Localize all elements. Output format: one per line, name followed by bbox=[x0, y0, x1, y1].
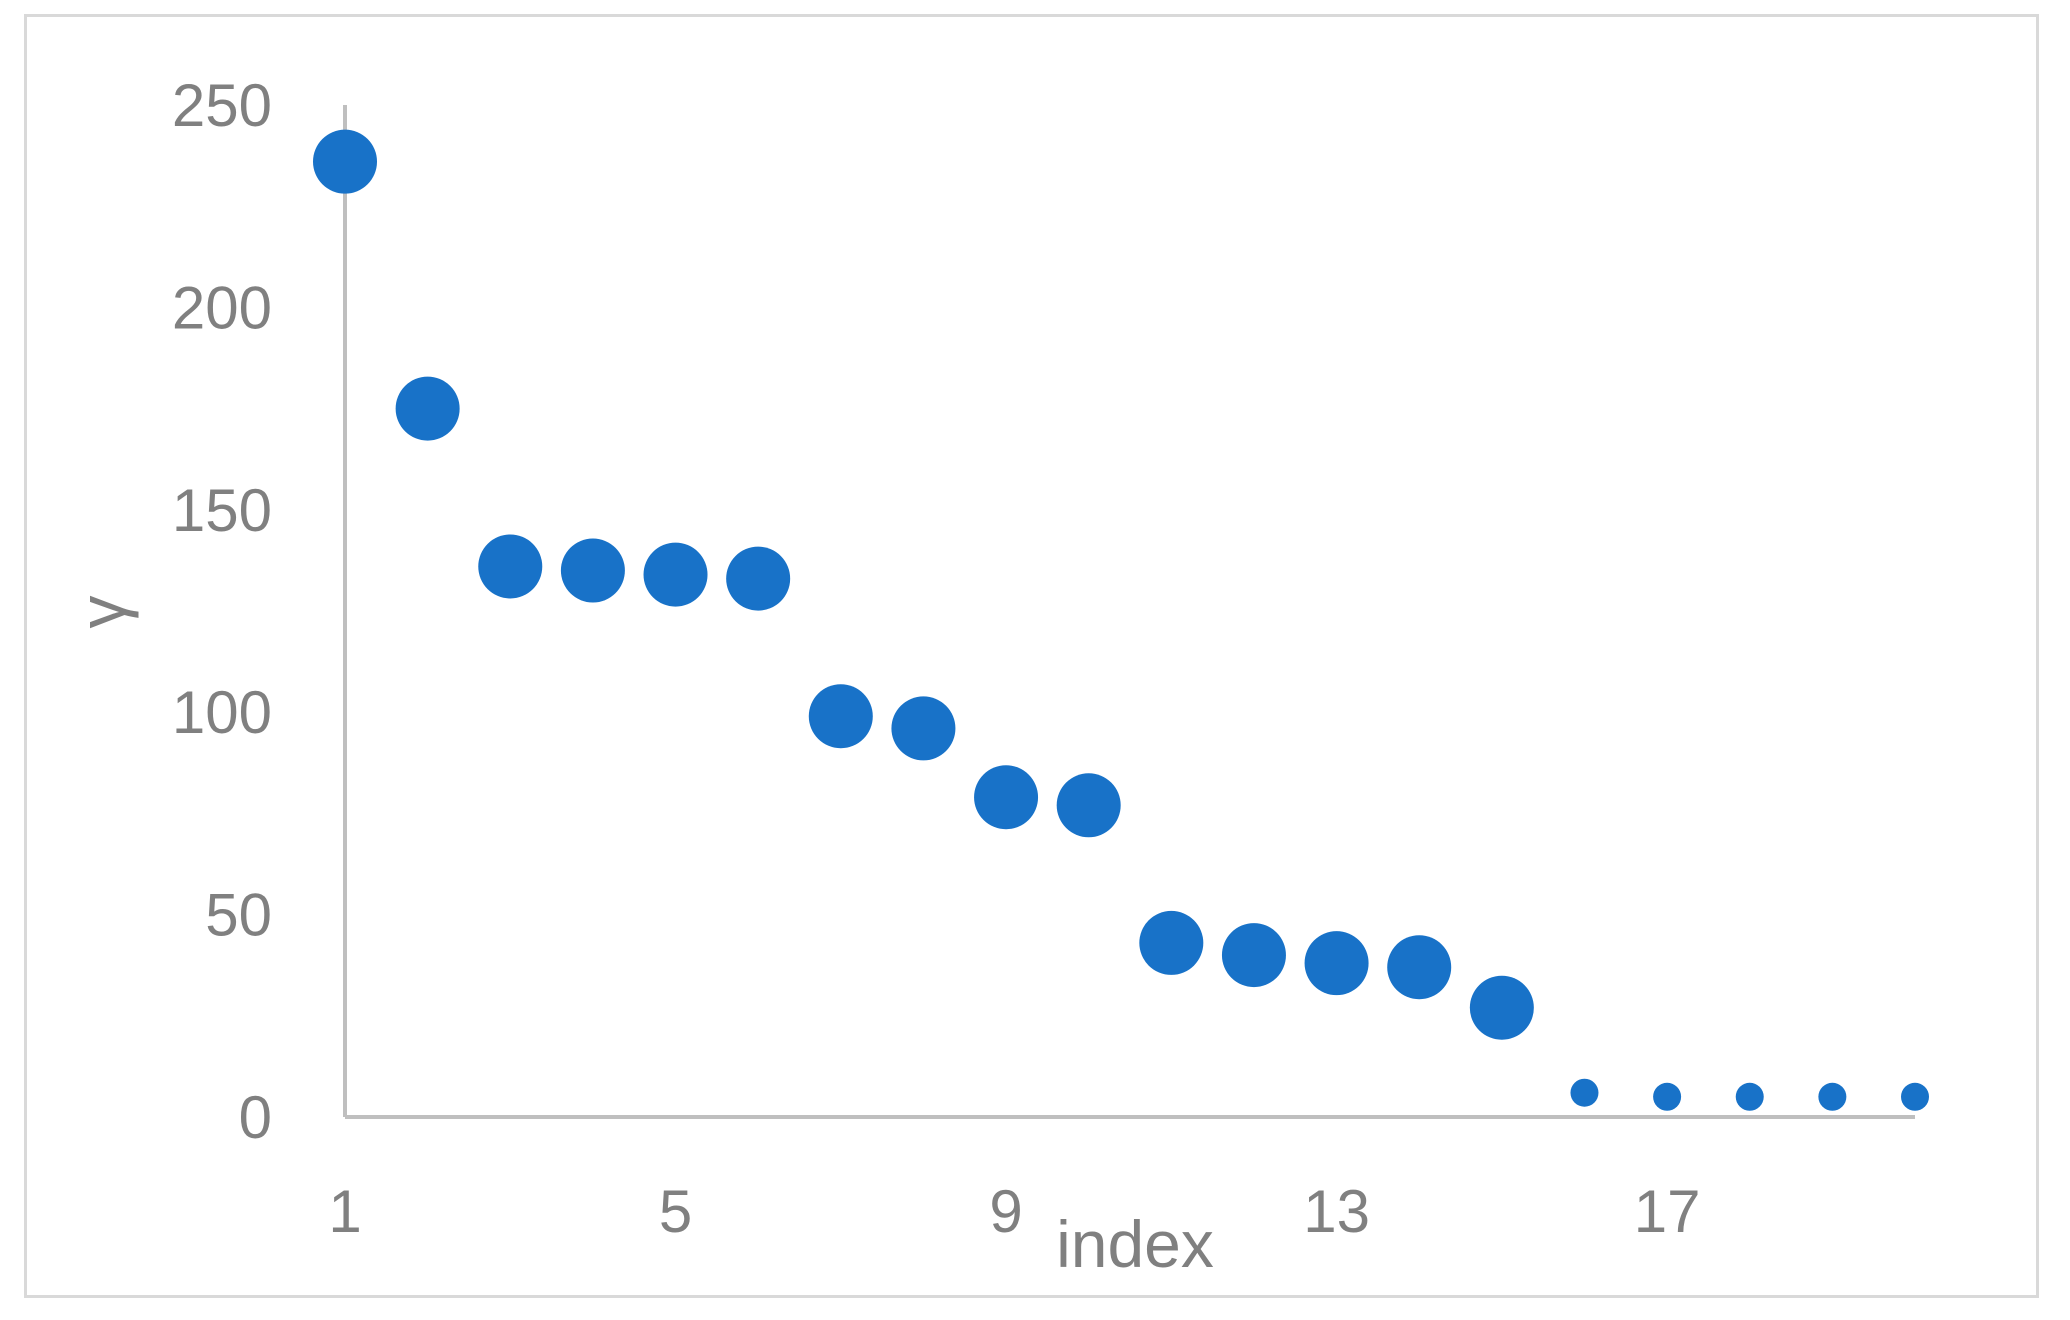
data-point bbox=[1901, 1082, 1929, 1111]
data-point bbox=[313, 129, 377, 194]
x-tick-labels: 1 5 9 13 17 bbox=[328, 1178, 1700, 1245]
data-point bbox=[560, 538, 625, 603]
data-point bbox=[1469, 975, 1534, 1040]
data-point bbox=[1735, 1082, 1764, 1111]
data-point bbox=[1653, 1082, 1682, 1111]
data-point bbox=[478, 534, 543, 599]
y-tick-label: 200 bbox=[172, 274, 272, 341]
x-tick-label: 13 bbox=[1303, 1178, 1370, 1245]
y-tick-label: 250 bbox=[172, 72, 272, 139]
data-point bbox=[1570, 1078, 1599, 1107]
data-point bbox=[1056, 773, 1121, 838]
data-point bbox=[1139, 910, 1204, 975]
y-tick-labels: 0 50 100 150 200 250 bbox=[172, 72, 272, 1151]
x-tick-label: 5 bbox=[659, 1178, 692, 1245]
x-tick-label: 1 bbox=[328, 1178, 361, 1245]
axes bbox=[343, 105, 1915, 1119]
chart-frame bbox=[24, 14, 2039, 1298]
y-axis-title: γ bbox=[65, 596, 139, 629]
data-point bbox=[1818, 1082, 1847, 1111]
data-points bbox=[313, 129, 1929, 1111]
y-tick-label: 0 bbox=[239, 1084, 272, 1151]
x-axis-title: index bbox=[1056, 1207, 1214, 1281]
data-point bbox=[1221, 923, 1286, 988]
data-point bbox=[891, 696, 956, 761]
x-tick-label: 9 bbox=[989, 1178, 1022, 1245]
data-point bbox=[1387, 935, 1452, 1000]
y-tick-label: 100 bbox=[172, 679, 272, 746]
data-point bbox=[643, 542, 708, 607]
y-tick-label: 50 bbox=[205, 882, 272, 949]
data-point bbox=[395, 376, 460, 441]
data-point bbox=[974, 765, 1039, 830]
data-point bbox=[808, 684, 873, 749]
y-tick-label: 150 bbox=[172, 477, 272, 544]
data-point bbox=[726, 546, 791, 611]
x-tick-label: 17 bbox=[1634, 1178, 1701, 1245]
data-point bbox=[1304, 931, 1369, 996]
